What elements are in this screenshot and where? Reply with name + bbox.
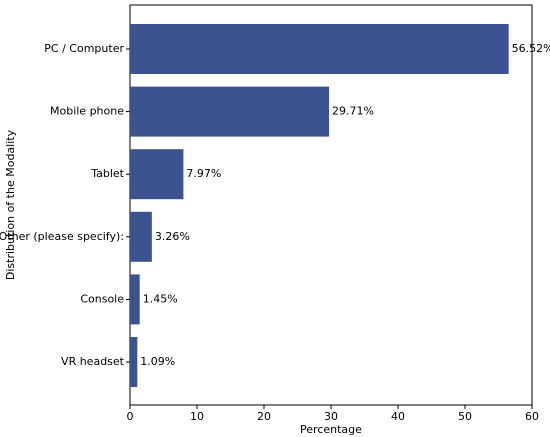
value-label: 7.97% [186, 167, 221, 180]
bar [130, 274, 140, 325]
value-label: 29.71% [332, 105, 374, 118]
x-tick-label: 50 [458, 410, 472, 423]
y-tick-label: Other (please specify): [0, 230, 124, 243]
x-tick-label: 40 [391, 410, 405, 423]
x-tick-label: 30 [324, 410, 338, 423]
x-tick-label: 60 [525, 410, 539, 423]
y-tick-label: PC / Computer [44, 42, 124, 55]
y-tick-label: Mobile phone [50, 105, 124, 118]
bar [130, 211, 152, 262]
bar [130, 149, 184, 200]
y-tick-label: VR headset [61, 355, 125, 368]
value-label: 1.09% [140, 355, 175, 368]
bar [130, 24, 509, 74]
y-tick-label: Tablet [90, 167, 124, 180]
x-tick-label: 0 [127, 410, 134, 423]
x-axis-label: Percentage [300, 423, 362, 436]
x-tick-label: 10 [190, 410, 204, 423]
y-tick-label: Console [80, 292, 124, 305]
bar [130, 337, 138, 387]
bar [130, 86, 330, 137]
y-axis-label: Distribution of the Modality [4, 129, 17, 280]
value-label: 1.45% [143, 292, 178, 305]
x-tick-label: 20 [257, 410, 271, 423]
value-label: 3.26% [155, 230, 190, 243]
value-label: 56.52% [512, 42, 550, 55]
